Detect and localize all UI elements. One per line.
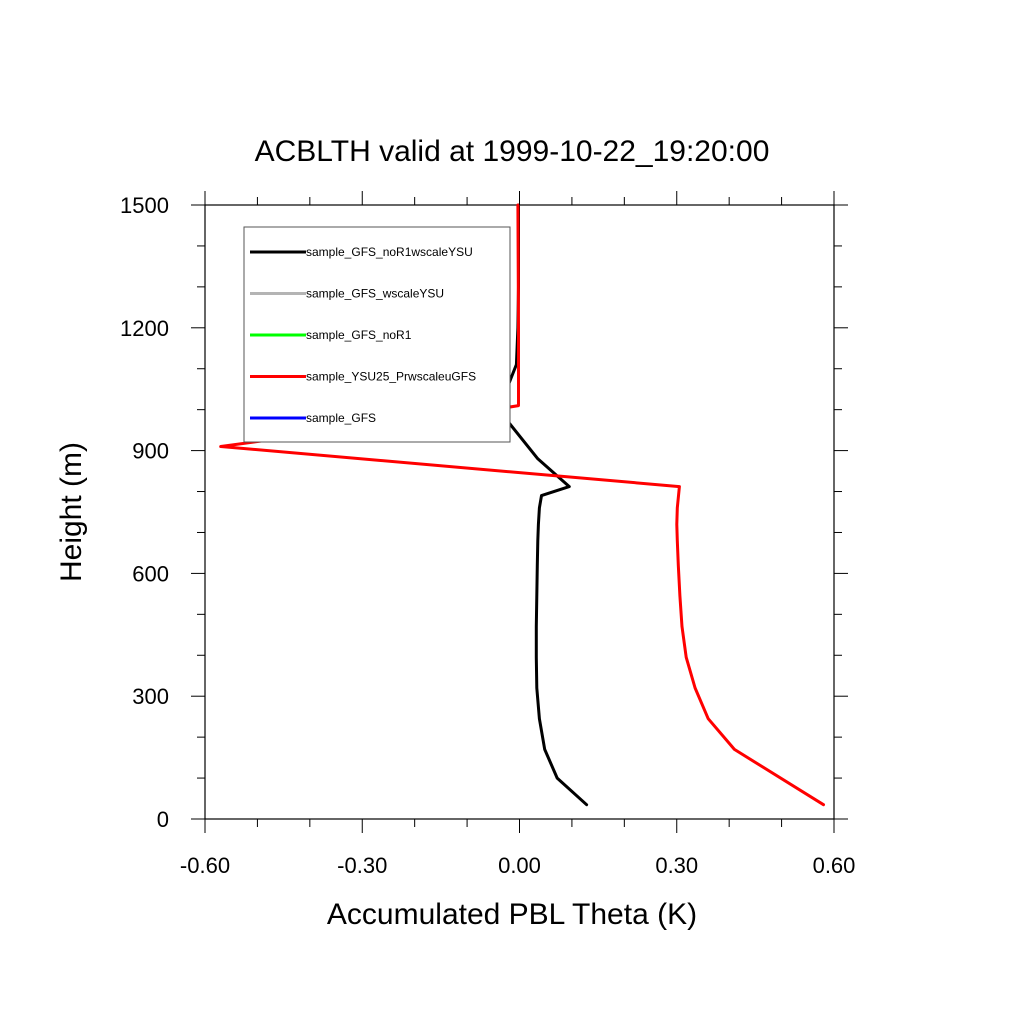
- series-line-4: [219, 203, 825, 807]
- y-tick-label: 300: [132, 684, 169, 709]
- legend-entry: sample_GFS_noR1: [306, 328, 412, 342]
- legend-entry: sample_GFS_wscaleYSU: [306, 287, 444, 301]
- chart-title: ACBLTH valid at 1999-10-22_19:20:00: [255, 135, 770, 168]
- x-axis-label: Accumulated PBL Theta (K): [327, 898, 697, 931]
- x-tick-label: -0.30: [337, 853, 387, 878]
- x-tick-label: -0.60: [180, 853, 230, 878]
- y-tick-label: 900: [132, 439, 169, 464]
- y-tick-label: 0: [157, 807, 169, 832]
- x-tick-label: 0.30: [655, 853, 698, 878]
- series-layer: [219, 203, 825, 807]
- legend-entry: sample_GFS_noR1wscaleYSU: [306, 245, 473, 259]
- y-tick-label: 600: [132, 561, 169, 586]
- legend-entry: sample_GFS: [306, 411, 376, 425]
- y-tick-label: 1500: [120, 193, 169, 218]
- legend-entry: sample_YSU25_PrwscaleuGFS: [306, 370, 476, 384]
- y-axis-label: Height (m): [55, 442, 88, 582]
- x-tick-label: 0.00: [498, 853, 541, 878]
- ticks-layer: -0.60 -0.30 0.00 0.30 0.60 0 300 600 900 1200 1500: [120, 191, 855, 878]
- y-tick-label: 1200: [120, 316, 169, 341]
- legend: sample_GFS_noR1wscaleYSU sample_GFS_wscal…: [243, 226, 511, 443]
- series-line-1: [497, 203, 589, 807]
- x-tick-label: 0.60: [813, 853, 856, 878]
